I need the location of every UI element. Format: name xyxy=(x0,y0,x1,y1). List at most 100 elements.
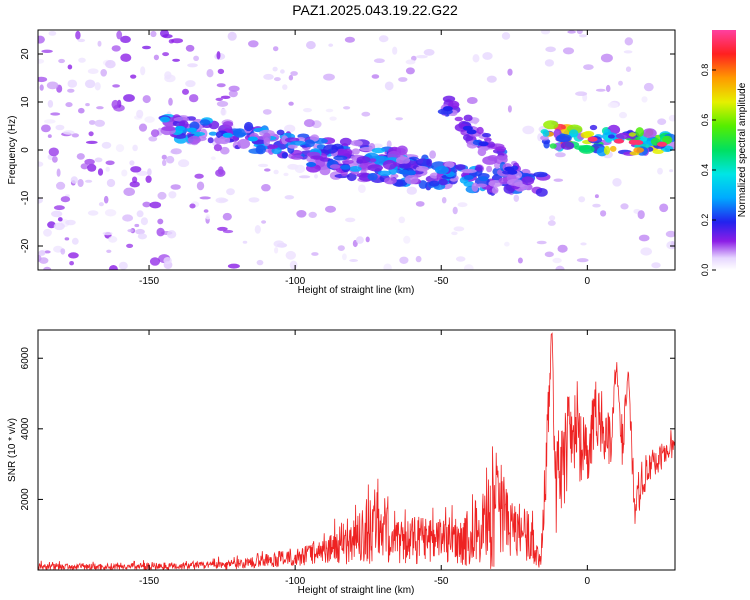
heatmap-cell xyxy=(123,187,135,196)
heatmap-cell xyxy=(56,168,61,177)
heatmap-cell xyxy=(220,108,227,116)
heatmap-cell xyxy=(273,169,279,175)
heatmap-cell xyxy=(69,261,74,266)
heatmap-cell xyxy=(222,121,234,128)
heatmap-cell xyxy=(261,220,267,224)
y-tick-label: 0 xyxy=(20,147,31,153)
heatmap-cell xyxy=(147,168,152,176)
heatmap-cell xyxy=(87,163,97,172)
heatmap-cell xyxy=(289,260,298,270)
heatmap-cell xyxy=(258,163,269,168)
heatmap-cell xyxy=(220,146,230,155)
heatmap-cell xyxy=(592,203,601,208)
heatmap-cell xyxy=(215,197,228,204)
heatmap-cell xyxy=(71,237,79,245)
heatmap-cell xyxy=(453,226,465,232)
heatmap-cell xyxy=(76,153,85,160)
heatmap-cell xyxy=(392,46,398,55)
heatmap-cell xyxy=(206,69,214,78)
heatmap-cell xyxy=(507,68,513,76)
heatmap-cell xyxy=(142,95,151,104)
heatmap-cell xyxy=(482,52,493,60)
heatmap-cell xyxy=(306,41,316,50)
heatmap-cell xyxy=(287,144,298,149)
heatmap-cell xyxy=(495,146,507,152)
heatmap-cell xyxy=(319,166,331,176)
heatmap-cell xyxy=(556,134,572,143)
heatmap-cell xyxy=(605,84,611,93)
heatmap-cell xyxy=(136,210,144,218)
snr-panel: -150 -100 -50 0 2000 4000 6000 Height of stra… xyxy=(7,329,676,596)
heatmap-cell xyxy=(48,147,59,157)
heatmap-cell xyxy=(222,229,234,234)
heatmap-cell xyxy=(553,178,564,182)
heatmap-cell xyxy=(52,156,58,163)
heatmap-cell xyxy=(71,133,80,138)
colorbar-tick-label: 0.8 xyxy=(700,64,710,77)
heatmap-cell xyxy=(129,160,135,166)
heatmap-cell xyxy=(543,120,559,130)
heatmap-cell xyxy=(105,160,115,166)
heatmap-cell xyxy=(620,203,629,210)
heatmap-cell xyxy=(263,137,270,147)
heatmap-cell xyxy=(461,168,477,174)
heatmap-cell xyxy=(88,131,94,137)
heatmap-cell xyxy=(130,74,137,79)
heatmap-peak xyxy=(478,141,489,147)
heatmap-cell xyxy=(228,85,240,92)
heatmap-cell xyxy=(148,136,158,142)
heatmap-cell xyxy=(75,30,81,40)
x-tick-label: 0 xyxy=(585,276,591,287)
heatmap-cell xyxy=(476,126,484,135)
heatmap-peak xyxy=(442,106,453,112)
heatmap-cell xyxy=(623,50,633,54)
heatmap-cell xyxy=(607,134,615,139)
heatmap-cell xyxy=(189,94,199,103)
heatmap-cell xyxy=(358,184,366,193)
heatmap-cell xyxy=(583,130,595,138)
heatmap-cell xyxy=(567,30,576,34)
heatmap-cell xyxy=(521,176,535,186)
heatmap-cell xyxy=(555,152,566,158)
heatmap-cell xyxy=(668,114,675,122)
heatmap-cell xyxy=(294,164,306,174)
heatmap-cell xyxy=(643,82,654,92)
heatmap-cell xyxy=(182,88,189,95)
heatmap-peak xyxy=(463,175,474,180)
heatmap-cell xyxy=(196,181,205,191)
heatmap-cell xyxy=(486,75,497,83)
heatmap-peak xyxy=(406,170,416,176)
heatmap-cell xyxy=(501,32,511,40)
heatmap-cell xyxy=(222,212,232,221)
heatmap-cell xyxy=(161,126,177,131)
heatmap-cell xyxy=(185,44,195,52)
heatmap-cell xyxy=(185,80,196,88)
heatmap-cell xyxy=(242,240,248,244)
heatmap-cell xyxy=(244,121,254,132)
heatmap-cell xyxy=(507,178,523,186)
heatmap-cell xyxy=(382,159,397,170)
heatmap-cell xyxy=(342,159,354,164)
x-tick-label: -50 xyxy=(434,276,449,287)
heatmap-cell xyxy=(583,64,594,70)
heatmap-peak xyxy=(478,176,489,182)
heatmap-cell xyxy=(274,77,281,82)
heatmap-cell xyxy=(199,119,211,126)
heatmap-cell xyxy=(452,206,458,215)
spectrogram-y-label: Frequency (Hz) xyxy=(7,116,18,185)
heatmap-cell xyxy=(248,197,260,203)
heatmap-peak xyxy=(340,164,351,170)
heatmap-cell xyxy=(85,140,98,144)
heatmap-cell xyxy=(560,141,575,150)
heatmap-cell xyxy=(162,34,173,39)
heatmap-cell xyxy=(228,90,238,98)
heatmap-cell xyxy=(220,95,231,100)
spectrogram-y-axis: -20 -10 0 10 20 xyxy=(20,48,675,253)
heatmap-cell xyxy=(276,129,285,136)
heatmap-cell xyxy=(652,149,664,154)
heatmap-cell xyxy=(444,161,455,169)
heatmap-cell xyxy=(475,183,488,188)
heatmap-cell xyxy=(104,209,117,217)
heatmap-cell xyxy=(619,111,627,119)
